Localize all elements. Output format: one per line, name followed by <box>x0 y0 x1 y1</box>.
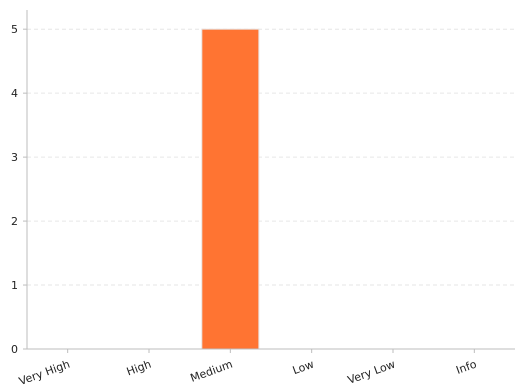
axes <box>23 10 515 353</box>
x-tick-label: Medium <box>189 358 235 385</box>
x-tick-label: Info <box>454 358 478 377</box>
x-tick-label: Very Low <box>346 358 397 387</box>
y-tick-label: 4 <box>11 87 18 100</box>
y-tick-label: 0 <box>11 343 18 356</box>
y-tick-label: 2 <box>11 215 18 228</box>
x-tick-label: High <box>125 358 153 379</box>
bars <box>201 28 260 350</box>
y-tick-label: 5 <box>11 23 18 36</box>
y-tick-label: 3 <box>11 151 18 164</box>
x-tick-label: Low <box>291 358 316 378</box>
y-tick-labels: 0 1 2 3 4 5 <box>11 23 18 356</box>
y-tick-label: 1 <box>11 279 18 292</box>
bar <box>201 28 260 350</box>
grid-lines <box>27 28 515 286</box>
x-tick-labels: Very High High Medium Low Very Low Info <box>17 358 478 389</box>
x-tick-label: Very High <box>17 358 72 388</box>
